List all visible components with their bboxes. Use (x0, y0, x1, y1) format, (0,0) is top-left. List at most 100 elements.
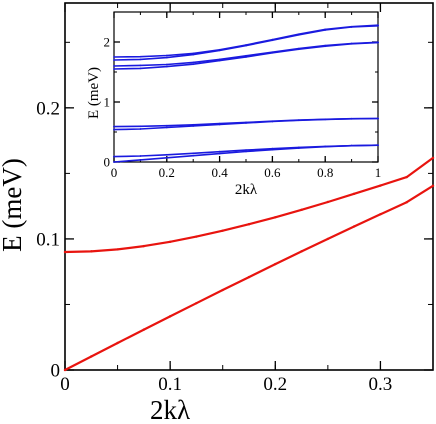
inset-plot-frame (113, 11, 379, 163)
inset-series-3-point (324, 118, 327, 121)
main-x-tick-label: 0.1 (158, 374, 182, 395)
inset-series-1-point (192, 152, 195, 155)
main-series-1-point (431, 156, 435, 160)
inset-series-5-point (297, 47, 300, 50)
inset-series-7-point (377, 24, 379, 27)
inset-series-0-point (139, 159, 142, 161)
inset-series-1-point (113, 155, 115, 158)
main-x-tick-label: 0 (60, 374, 70, 395)
inset-series-4-point (139, 67, 142, 70)
main-series-0-point (405, 201, 408, 204)
inset-series-3-point (245, 121, 247, 124)
inset-series-5-point (271, 51, 274, 54)
main-series-0-point (221, 288, 224, 292)
inset-series-3-point (139, 125, 142, 128)
inset-series-6-point (165, 56, 168, 59)
inset-x-tick-label: 1 (375, 165, 382, 180)
main-series-0-point (247, 275, 251, 279)
inset-series-6-point (113, 59, 115, 61)
main-series-0-point (326, 237, 330, 241)
inset-series-3-point (377, 117, 379, 120)
main-series-0-point (142, 328, 146, 331)
main-series-1-point (221, 229, 224, 232)
main-series-0-point (379, 213, 382, 216)
main-series-1-point (274, 216, 277, 219)
main-series-0-point (90, 355, 93, 358)
inset-series-6-point (139, 58, 142, 61)
inset-series-5-point (245, 54, 247, 57)
inset-series-5-point (139, 64, 142, 67)
main-y-tick-label: 0 (51, 361, 61, 382)
inset-series-3-point (113, 125, 115, 128)
main-y-tick-label: 0.1 (36, 230, 60, 251)
inset-series-2-point (165, 126, 168, 129)
inset-y-tick-label: 0 (104, 155, 111, 170)
inset-y-tick-label: 1 (104, 95, 111, 110)
inset-series-1-point (218, 150, 221, 153)
main-series-0-point (352, 225, 356, 228)
inset-series-4-point (165, 65, 168, 68)
inset-series-5-point (165, 63, 168, 66)
inset-series-3-point (192, 123, 195, 126)
main-series-1-point (247, 223, 251, 226)
inset-series-7-point (139, 55, 142, 58)
inset-series-5-point (324, 44, 327, 47)
inset-y-tick-label: 2 (104, 35, 111, 50)
inset-x-tick-label: 0.4 (211, 165, 228, 180)
main-y-axis-label: E (meV) (0, 158, 27, 252)
inset-series-3-point (165, 124, 168, 127)
main-series-1-point (379, 184, 382, 187)
inset-series-4-point (192, 63, 195, 66)
inset-x-tick-label: 0.8 (317, 165, 333, 180)
inset-series-5-point (192, 61, 195, 64)
inset-series-1-point (377, 144, 379, 147)
inset-series-3-point (271, 120, 274, 123)
inset-series-1-point (324, 145, 327, 148)
inset-series-1-point (271, 147, 274, 150)
main-series-0-point (116, 341, 119, 345)
main-series-0-point (300, 250, 303, 253)
inset-series-7-point (245, 44, 247, 46)
main-series-0-point (168, 315, 172, 318)
main-x-axis-label: 2kλ (150, 395, 190, 424)
inset-x-tick-label: 0.2 (159, 165, 175, 180)
main-series-1-point (90, 250, 93, 253)
inset-series-3-point (218, 122, 221, 125)
main-x-tick-label: 0.3 (369, 374, 393, 395)
main-series-1-point (142, 244, 146, 248)
inset-series-2-point (113, 128, 115, 131)
inset-series-2-point (139, 128, 142, 130)
main-series-1-point (168, 240, 172, 244)
main-series-0-point (63, 368, 67, 372)
inset-series-5-point (113, 65, 115, 67)
inset-series-0-point (218, 152, 221, 155)
main-y-tick-label: 0.2 (36, 99, 60, 120)
main-series-1-point (300, 208, 303, 212)
main-series-1-point (116, 248, 119, 251)
inset-x-axis-label: 2kλ (235, 182, 258, 198)
inset-series-5-point (377, 41, 379, 44)
inset-chart: 0 0.2 0.4 0.6 0.8 1 0 1 2 2kλ E (meV) (86, 11, 382, 198)
main-series-0-point (195, 301, 198, 305)
inset-series-7-point (218, 48, 221, 51)
main-series-1-point (405, 175, 408, 179)
inset-series-0-point (245, 150, 247, 153)
inset-series-0-point (165, 156, 168, 159)
inset-series-7-point (192, 52, 195, 55)
inset-series-7-point (324, 28, 327, 31)
inset-x-tick-label: 0.6 (264, 165, 281, 180)
inset-series-1-point (297, 146, 300, 149)
inset-series-7-point (113, 56, 115, 58)
main-series-1-point (352, 192, 356, 196)
inset-series-5-point (218, 58, 221, 61)
inset-series-7-point (165, 54, 168, 57)
inset-series-3-point (350, 117, 353, 120)
inset-series-4-point (113, 68, 115, 70)
inset-series-1-point (245, 149, 247, 151)
inset-series-7-point (271, 38, 274, 41)
inset-series-1-point (350, 144, 353, 147)
inset-series-5-point (350, 42, 353, 45)
main-series-0-point (431, 184, 435, 188)
main-series-0-point (274, 262, 277, 266)
